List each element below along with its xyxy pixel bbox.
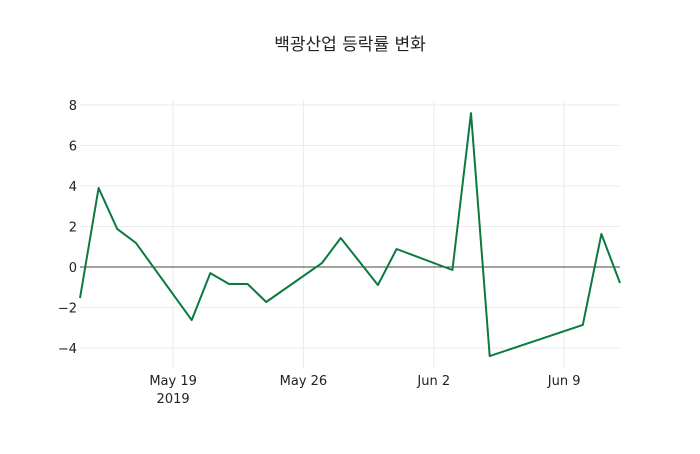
x-tick-year-label: 2019 [157,392,190,407]
y-tick-label: 0 [69,261,77,276]
y-tick-label: 6 [69,140,77,155]
data-point [227,282,231,286]
data-point [618,281,622,285]
data-point [115,227,119,231]
x-tick-label: May 19 [149,374,197,389]
data-point [190,318,194,322]
data-point [581,323,585,327]
grid [80,100,620,368]
data-point [599,232,603,236]
data-point [264,300,268,304]
data-point [450,268,454,272]
data-point [208,271,212,275]
y-tick-label: 2 [69,221,77,236]
x-tick-label: Jun 9 [547,374,581,389]
axes: −4 −2 0 2 4 6 8 May 19 2019 May 26 Jun 2 Jun 9 [58,99,620,407]
y-tick-label: −4 [58,342,77,357]
x-tick-label: Jun 2 [416,374,450,389]
data-point [97,186,101,190]
series-group [78,111,622,358]
y-tick-label: −2 [58,302,77,317]
data-point [488,354,492,358]
data-point [246,282,250,286]
data-point [376,283,380,287]
x-tick-label: May 26 [280,374,328,389]
chart-title: 백광산업 등락률 변화 [274,35,426,55]
data-point [339,236,343,240]
data-point [78,296,82,300]
data-point [395,247,399,251]
y-tick-label: 8 [69,99,77,114]
data-point [320,261,324,265]
data-point [134,241,138,245]
series-line [79,112,621,358]
y-tick-label: 4 [69,180,77,195]
data-point [469,111,473,115]
